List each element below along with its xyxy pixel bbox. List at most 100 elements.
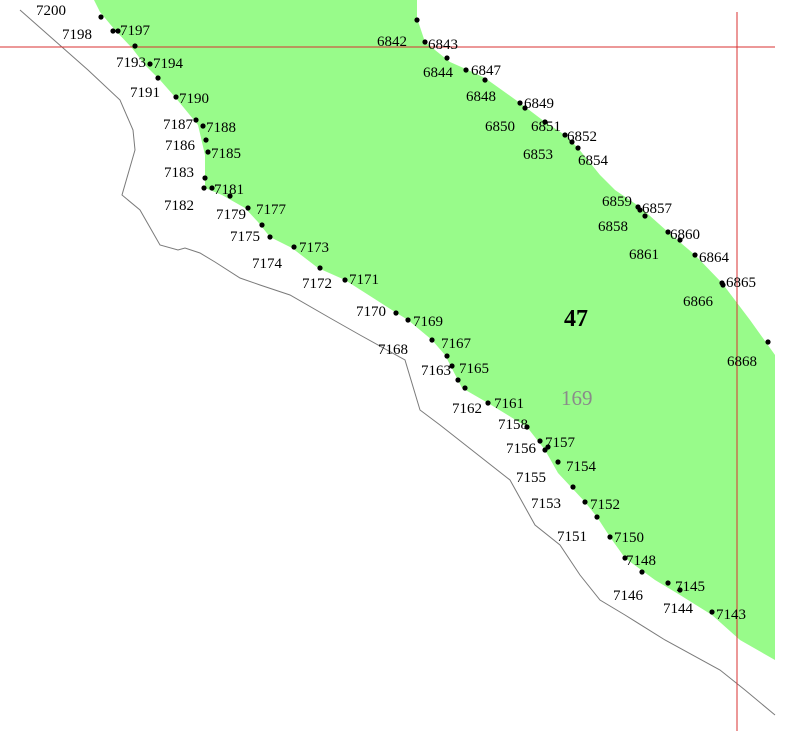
survey-point-7167[interactable] [444,353,450,359]
survey-point-7163[interactable] [449,363,455,369]
survey-point-6850[interactable] [522,105,528,111]
survey-point-7173[interactable] [291,244,297,250]
point-label-7185: 7185 [211,146,241,162]
point-label-6847: 6847 [471,63,502,79]
point-label-6861: 6861 [629,247,659,263]
point-label-6849: 6849 [524,96,554,112]
point-label-6864: 6864 [699,250,730,266]
survey-point-7146[interactable] [639,569,645,575]
survey-point-6868[interactable] [765,339,771,345]
survey-point-7158[interactable] [524,424,530,430]
survey-point-7156[interactable] [537,438,543,444]
survey-point-7179[interactable] [227,193,233,199]
survey-point-6844[interactable] [444,55,450,61]
point-label-7167: 7167 [441,336,472,352]
survey-point-7198[interactable] [110,28,116,34]
point-label-7188: 7188 [206,120,236,136]
point-label-6859: 6859 [602,194,632,210]
point-label-7173: 7173 [299,240,329,256]
survey-point-7187[interactable] [193,117,199,123]
parcel-polygon[interactable] [94,0,775,660]
point-label-6844: 6844 [423,65,454,81]
survey-point-7174[interactable] [267,234,273,240]
point-label-6854: 6854 [578,153,609,169]
survey-point-7145[interactable] [677,587,683,593]
survey-point-7181[interactable] [209,185,215,191]
survey-point-7169[interactable] [405,317,411,323]
survey-point-7150[interactable] [607,534,613,540]
survey-point-6843[interactable] [422,39,428,45]
survey-point-7188[interactable] [200,123,206,129]
survey-point-6857[interactable] [642,213,648,219]
survey-point-6861[interactable] [677,237,683,243]
point-label-7144: 7144 [663,601,694,617]
survey-point-7200[interactable] [98,14,104,20]
survey-point-7165[interactable] [455,377,461,383]
survey-point-6849[interactable] [517,100,523,106]
point-label-6866: 6866 [683,294,714,310]
point-label-7186: 7186 [165,138,196,154]
survey-point-6848[interactable] [482,77,488,83]
survey-point-7143[interactable] [709,609,715,615]
survey-point-7182[interactable] [201,185,207,191]
point-label-7151: 7151 [557,529,587,545]
point-label-7172: 7172 [302,276,332,292]
survey-point-7155[interactable] [542,447,548,453]
survey-point-7151[interactable] [594,514,600,520]
point-label-7153: 7153 [531,496,561,512]
survey-point-7170[interactable] [393,310,399,316]
survey-points: 7200 7198 7197 7193 7194 7191 7190 7187 7188 7186… [36,3,771,623]
point-label-7148: 7148 [626,553,656,569]
survey-point-6853[interactable] [569,139,575,145]
survey-point-7152[interactable] [582,499,588,505]
point-label-7170: 7170 [356,304,386,320]
point-label-7181: 7181 [214,182,244,198]
survey-point-7161[interactable] [462,385,468,391]
survey-point-6866[interactable] [720,282,726,288]
point-label-7198: 7198 [62,27,92,43]
boundary-line [19,9,776,716]
survey-point-7177[interactable] [245,205,251,211]
point-label-7152: 7152 [590,497,620,513]
survey-point-7148[interactable] [622,555,628,561]
survey-point-6860[interactable] [665,229,671,235]
survey-point-7153[interactable] [570,484,576,490]
survey-point-6852[interactable] [562,132,568,138]
point-label-7191: 7191 [130,85,160,101]
survey-point-7197[interactable] [115,28,121,34]
point-label-7146: 7146 [613,588,644,604]
point-label-7163: 7163 [421,363,451,379]
survey-point-7175[interactable] [259,222,265,228]
point-label-7174: 7174 [252,256,283,272]
survey-point-7183[interactable] [202,175,208,181]
survey-point-6851[interactable] [542,119,548,125]
point-label-7143: 7143 [716,607,746,623]
survey-point-7172[interactable] [317,265,323,271]
point-label-7150: 7150 [614,530,644,546]
survey-point-6854[interactable] [575,145,581,151]
survey-point-6864[interactable] [692,252,698,258]
survey-point-6842[interactable] [414,17,420,23]
point-label-6843: 6843 [428,37,458,53]
point-label-6858: 6858 [598,219,628,235]
survey-point-7185[interactable] [205,149,211,155]
survey-point-7168[interactable] [429,337,435,343]
survey-point-7171[interactable] [342,277,348,283]
survey-point-7193[interactable] [132,43,138,49]
point-label-7177: 7177 [256,202,287,218]
point-label-7169: 7169 [413,314,443,330]
survey-point-7191[interactable] [155,75,161,81]
survey-point-7186[interactable] [203,137,209,143]
point-label-6851: 6851 [531,119,561,135]
survey-point-7190[interactable] [173,94,179,100]
survey-point-6847[interactable] [463,67,469,73]
point-label-6850: 6850 [485,119,515,135]
survey-point-6858[interactable] [637,207,643,213]
point-label-6842: 6842 [377,34,407,50]
survey-point-7154[interactable] [555,459,561,465]
survey-point-7194[interactable] [147,61,153,67]
area-label: 169 [561,386,593,410]
survey-point-7144[interactable] [665,580,671,586]
survey-point-7162[interactable] [485,400,491,406]
